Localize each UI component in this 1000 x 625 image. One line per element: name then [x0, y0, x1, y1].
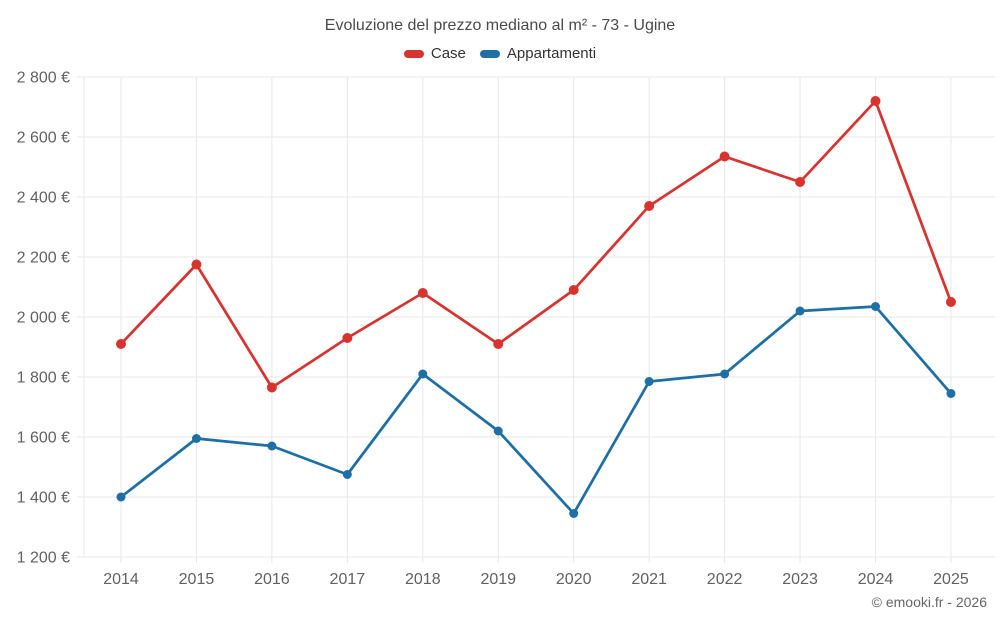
- x-tick-label: 2017: [330, 571, 366, 588]
- chart-legend: Case Appartamenti: [0, 45, 1000, 62]
- x-tick-label: 2023: [782, 571, 818, 588]
- point-case-2016[interactable]: [266, 382, 277, 393]
- series-line-appartamenti: [119, 305, 953, 515]
- point-case-2020[interactable]: [568, 285, 579, 295]
- point-case-2024[interactable]: [870, 96, 881, 106]
- legend-label: Case: [430, 45, 466, 62]
- point-appartamenti-2015[interactable]: [191, 434, 201, 443]
- legend-item-appartamenti[interactable]: Appartamenti: [479, 45, 597, 62]
- point-case-2018[interactable]: [417, 288, 428, 298]
- point-case-2015[interactable]: [191, 259, 202, 270]
- x-tick-label: 2020: [556, 571, 592, 588]
- point-appartamenti-2019[interactable]: [493, 426, 503, 436]
- x-tick-label: 2018: [405, 571, 441, 588]
- point-appartamenti-2014[interactable]: [116, 492, 126, 502]
- point-case-2025[interactable]: [945, 297, 956, 307]
- chart-title: Evoluzione del prezzo mediano al m² - 73…: [324, 17, 676, 34]
- x-tick-label: 2015: [179, 571, 215, 588]
- y-tick-label: 1 400 €: [17, 490, 70, 507]
- y-tick-label: 2 600 €: [17, 130, 70, 147]
- point-case-2022[interactable]: [719, 151, 730, 162]
- point-appartamenti-2020[interactable]: [569, 509, 579, 518]
- point-appartamenti-2016[interactable]: [267, 441, 277, 451]
- point-appartamenti-2017[interactable]: [342, 470, 352, 479]
- y-tick-label: 1 200 €: [17, 550, 70, 567]
- credit-text: © emooki.fr - 2026: [871, 594, 987, 610]
- point-appartamenti-2018[interactable]: [418, 369, 428, 379]
- point-case-2014[interactable]: [116, 339, 126, 349]
- y-tick-label: 2 000 €: [17, 310, 70, 327]
- legend-label: Appartamenti: [506, 45, 597, 62]
- point-appartamenti-2023[interactable]: [795, 306, 805, 316]
- series-line-case: [119, 99, 953, 389]
- legend-swatch-appartamenti: [479, 49, 500, 58]
- x-tick-label: 2014: [103, 571, 139, 588]
- x-tick-label: 2022: [707, 571, 743, 588]
- y-tick-label: 1 600 €: [17, 430, 70, 447]
- point-case-2021[interactable]: [644, 201, 655, 211]
- x-tick-label: 2021: [631, 571, 667, 588]
- y-tick-label: 1 800 €: [17, 370, 70, 387]
- point-case-2019[interactable]: [493, 339, 504, 349]
- point-appartamenti-2022[interactable]: [720, 369, 730, 379]
- point-appartamenti-2025[interactable]: [946, 389, 956, 398]
- x-tick-label: 2024: [858, 571, 894, 588]
- x-tick-label: 2019: [480, 571, 516, 588]
- x-tick-label: 2016: [254, 571, 290, 588]
- point-appartamenti-2021[interactable]: [644, 377, 654, 386]
- y-tick-label: 2 200 €: [17, 250, 70, 267]
- x-tick-label: 2025: [933, 571, 969, 588]
- point-appartamenti-2024[interactable]: [871, 302, 880, 311]
- point-case-2023[interactable]: [795, 177, 806, 187]
- legend-item-case[interactable]: Case: [403, 45, 466, 62]
- legend-swatch-case: [403, 49, 424, 58]
- y-tick-label: 2 800 €: [17, 70, 70, 87]
- y-tick-label: 2 400 €: [17, 190, 70, 207]
- point-case-2017[interactable]: [342, 333, 353, 343]
